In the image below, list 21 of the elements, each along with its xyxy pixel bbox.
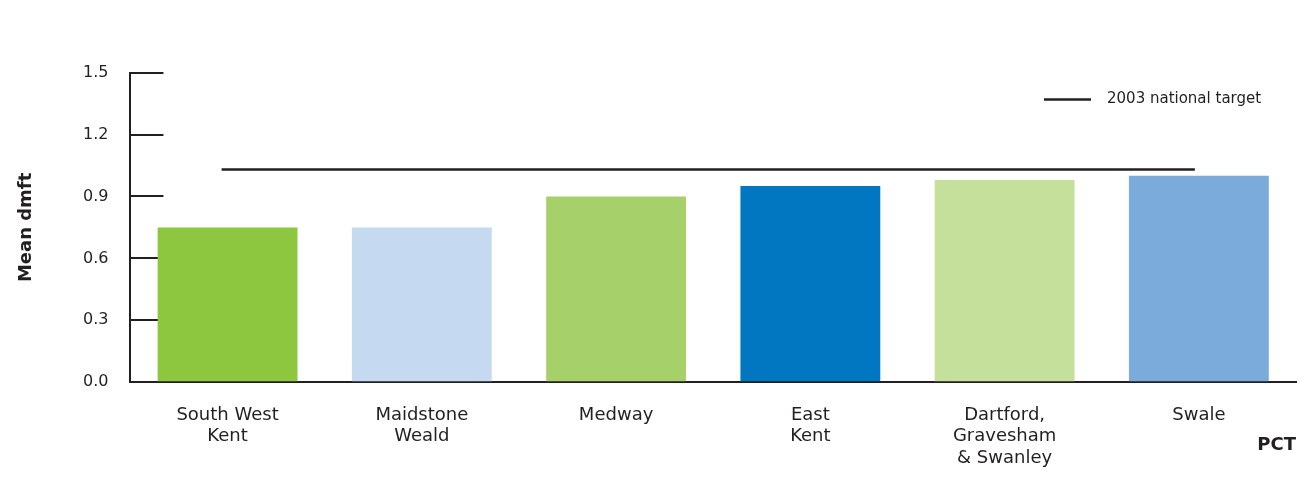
- x-tick-label: Dartford, Gravesham & Swanley: [952, 402, 1057, 467]
- y-tick-label: 0.0: [82, 371, 109, 391]
- y-tick-label: 0.3: [82, 309, 109, 329]
- x-axis-title: PCT: [1257, 432, 1297, 454]
- bar: [740, 186, 881, 382]
- y-tick-label: 0.6: [82, 247, 109, 267]
- x-tick-label: Swale: [1172, 402, 1226, 424]
- y-tick-label: 1.5: [82, 61, 109, 81]
- x-tick-label: Medway: [578, 402, 654, 424]
- y-axis-title: Mean dmft: [13, 172, 35, 283]
- bar: [546, 196, 687, 382]
- bar: [351, 227, 492, 382]
- bar: [934, 179, 1075, 382]
- x-tick-label: South West Kent: [176, 402, 279, 446]
- x-tick-label: Maidstone Weald: [375, 402, 469, 446]
- y-tick-label: 0.9: [82, 185, 109, 205]
- bar: [1128, 175, 1269, 382]
- bar: [157, 227, 298, 382]
- legend-label: 2003 national target: [1107, 89, 1262, 108]
- x-tick-label: East Kent: [790, 402, 831, 446]
- y-tick-label: 1.2: [82, 123, 109, 143]
